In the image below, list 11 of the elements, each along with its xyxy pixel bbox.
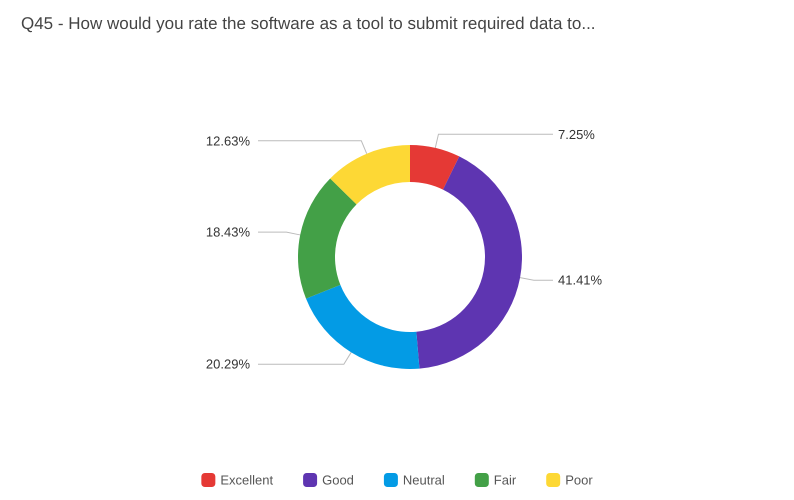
legend-label: Excellent (220, 472, 274, 488)
data-label: 18.43% (206, 224, 250, 240)
legend-label: Fair (494, 472, 517, 488)
data-label: 7.25% (558, 126, 596, 142)
data-label: 12.63% (206, 133, 250, 148)
legend-label: Poor (565, 472, 594, 488)
data-label: 41.41% (558, 272, 603, 288)
legend-label: Neutral (402, 472, 445, 488)
data-label: 20.29% (206, 356, 250, 372)
legend-label: Good (322, 472, 354, 488)
chart-title: Q45 - How would you rate the software as a tool to submit required data to... (21, 14, 596, 33)
